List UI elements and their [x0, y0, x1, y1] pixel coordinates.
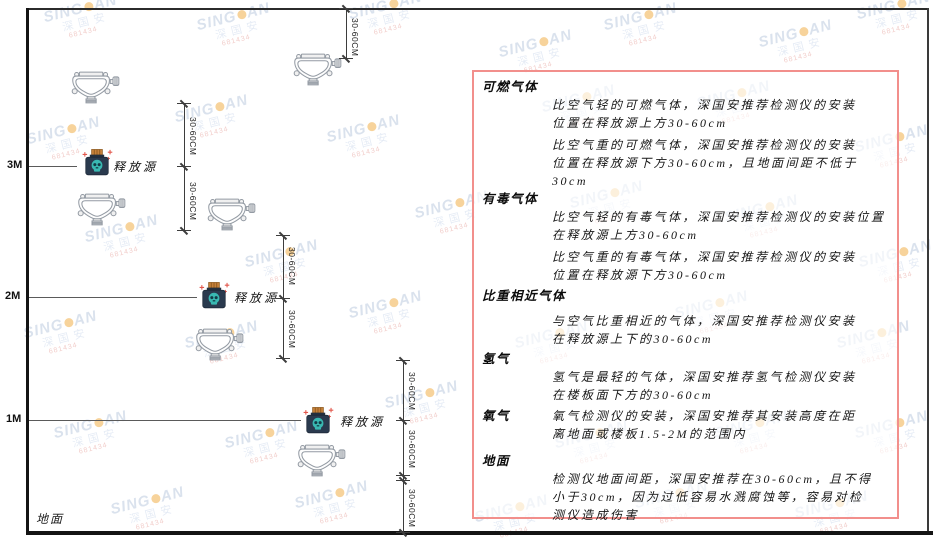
dimension-tick	[276, 358, 290, 359]
panel-text-line: 小于30cm，因为过低容易水溅腐蚀等，容易对检	[552, 490, 864, 504]
gas-detector-icon	[296, 443, 346, 482]
section-heading: 有毒气体	[482, 192, 539, 206]
dimension-tick	[339, 8, 353, 9]
section-similar-density-gas: 比重相近气体 与空气比重相近的气体，深国安推荐检测仪安装 在释放源上下的30-6…	[482, 287, 891, 352]
dimension-tick	[177, 166, 191, 167]
height-line-2m	[29, 297, 197, 298]
height-line-1m	[29, 420, 301, 421]
section-hydrogen: 氢气 氢气是最轻的气体，深国安推荐氢气检测仪安装 在楼板面下方的30-60cm	[482, 350, 891, 408]
height-label-1m: 1M	[6, 413, 22, 425]
ceiling-line	[28, 8, 929, 10]
section-heading: 地面	[482, 454, 511, 468]
release-source-icon	[196, 281, 232, 315]
dimension-tick	[396, 420, 410, 421]
section-ground: 地面 检测仪地面间距，深国安推荐在30-60cm，且不得 小于30cm，因为过低…	[482, 452, 891, 528]
dimension-label: 30-60CM	[407, 488, 417, 528]
section-oxygen: 氧气 氧气检测仪的安装，深国安推荐其安装高度在距 离地面或楼板1.5-2M的范围…	[482, 407, 891, 447]
panel-text-line: 位置在释放源下方30-60cm	[552, 268, 728, 282]
dimension-tick	[396, 475, 410, 476]
height-label-3m: 3M	[7, 159, 23, 171]
dimension-tick	[276, 298, 290, 299]
dimension-tick	[396, 532, 410, 533]
height-label-2m: 2M	[5, 290, 21, 302]
gas-detector-icon	[70, 70, 120, 109]
section-heading: 比重相近气体	[482, 289, 567, 303]
release-source-icon	[79, 148, 115, 182]
panel-text-line: 在释放源上下的30-60cm	[552, 332, 713, 346]
gas-detector-icon	[206, 197, 256, 236]
section-heading: 可燃气体	[482, 80, 539, 94]
panel-text-line: 在释放源上方30-60cm	[552, 228, 699, 242]
release-source-label: 释放源	[113, 160, 159, 174]
gas-detector-icon	[292, 52, 342, 91]
panel-text-line: 30cm	[552, 174, 588, 188]
panel-text-line: 离地面或楼板1.5-2M的范围内	[552, 427, 747, 441]
height-line-3m	[29, 166, 77, 167]
watermark-dot-icon	[83, 1, 95, 13]
dimension-label: 30-60CM	[188, 181, 198, 221]
section-toxic-gas: 有毒气体 比空气轻的有毒气体，深国安推荐检测仪的安装位置 在释放源上方30-60…	[482, 190, 891, 288]
dimension-tick	[339, 58, 353, 59]
panel-text-line: 位置在释放源上方30-60cm	[552, 116, 728, 130]
panel-text-line: 测仪造成伤害	[552, 508, 640, 522]
panel-text-line: 氢气是最轻的气体，深国安推荐氢气检测仪安装	[552, 370, 857, 384]
dimension-line	[283, 235, 284, 358]
panel-text-line: 比空气重的有毒气体，深国安推荐检测仪的安装	[552, 250, 857, 264]
section-heading: 氢气	[482, 352, 511, 366]
dimension-label: 30-60CM	[287, 246, 297, 286]
gas-detector-icon	[76, 192, 126, 231]
panel-text-line: 检测仪地面间距，深国安推荐在30-60cm，且不得	[552, 472, 873, 486]
dimension-label: 30-60CM	[350, 17, 360, 57]
dimension-tick	[177, 230, 191, 231]
dimension-tick	[276, 235, 290, 236]
dimension-label: 30-60CM	[407, 429, 417, 469]
panel-text-line: 比空气轻的可燃气体，深国安推荐检测仪的安装	[552, 98, 857, 112]
dimension-tick	[396, 360, 410, 361]
dimension-line	[403, 360, 404, 533]
panel-text-line: 比空气重的可燃气体，深国安推荐检测仪的安装	[552, 138, 857, 152]
ground-line	[26, 531, 933, 535]
dimension-label: 30-60CM	[407, 371, 417, 411]
dimension-label: 30-60CM	[188, 116, 198, 156]
gas-detector-icon	[194, 327, 244, 366]
release-source-icon	[300, 406, 336, 440]
installation-notes-panel: 可燃气体 比空气轻的可燃气体，深国安推荐检测仪的安装 位置在释放源上方30-60…	[472, 70, 899, 522]
left-wall-line	[26, 8, 29, 534]
section-flammable-gas: 可燃气体 比空气轻的可燃气体，深国安推荐检测仪的安装 位置在释放源上方30-60…	[482, 78, 891, 194]
dimension-label: 30-60CM	[287, 309, 297, 349]
panel-text-line: 在楼板面下方的30-60cm	[552, 388, 713, 402]
panel-text-line: 与空气比重相近的气体，深国安推荐检测仪安装	[552, 314, 857, 328]
right-wall-line	[927, 8, 929, 534]
release-source-label: 释放源	[340, 415, 386, 429]
panel-text-line: 氧气检测仪的安装，深国安推荐其安装高度在距	[552, 409, 857, 423]
dimension-tick	[177, 103, 191, 104]
dimension-tick	[396, 480, 410, 481]
release-source-label: 释放源	[234, 291, 280, 305]
dimension-line	[346, 8, 347, 58]
ground-label: 地面	[36, 512, 65, 526]
panel-text-line: 比空气轻的有毒气体，深国安推荐检测仪的安装位置	[552, 210, 886, 224]
section-heading: 氧气	[482, 409, 511, 423]
panel-text-line: 位置在释放源下方30-60cm，且地面间距不低于	[552, 156, 858, 170]
